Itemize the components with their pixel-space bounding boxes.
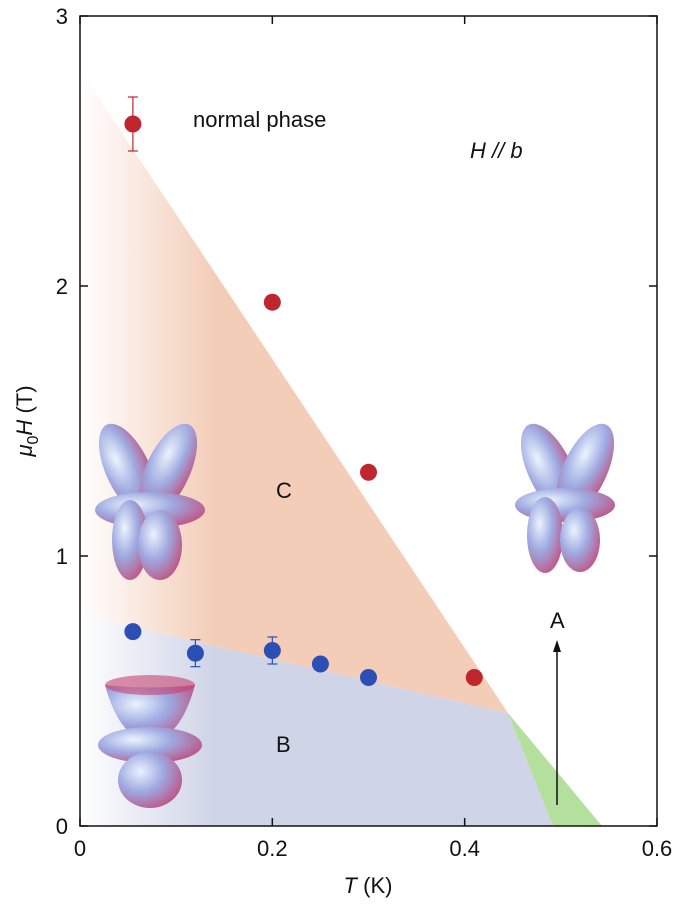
y-label-sub: 0 — [25, 435, 42, 444]
annotation: normal phase — [193, 107, 326, 132]
data-point — [186, 644, 204, 662]
data-point — [360, 669, 377, 686]
data-point — [263, 293, 281, 311]
region-label: B — [276, 732, 291, 757]
x-axis-label: T (K) — [344, 873, 393, 898]
x-label-unit: (K) — [357, 873, 392, 898]
x-label-symbol: T — [344, 873, 359, 898]
region-label: C — [276, 478, 292, 503]
plot-frame — [79, 15, 658, 827]
y-label-mu: μ — [12, 444, 37, 457]
data-point — [124, 623, 142, 641]
x-tick-label: 0.4 — [449, 836, 480, 861]
x-tick-label: 0.6 — [642, 836, 673, 861]
arrow-head — [553, 640, 561, 652]
y-label-h: H — [12, 420, 37, 436]
region-label: A — [550, 608, 565, 633]
data-point — [311, 655, 329, 673]
x-tick-label: 0.2 — [257, 836, 288, 861]
data-point — [263, 642, 281, 659]
data-point — [360, 463, 377, 481]
y-axis-label: μ0H (T) — [12, 385, 42, 457]
y-tick-label: 2 — [56, 274, 68, 299]
y-tick-label: 1 — [56, 544, 68, 569]
data-point — [465, 669, 483, 686]
order-parameter-icon — [95, 423, 615, 808]
y-tick-label: 0 — [56, 814, 68, 839]
annotation: H // b — [470, 138, 523, 163]
phase-a-region — [508, 713, 602, 826]
x-tick-label: 0 — [74, 836, 86, 861]
y-tick-label: 3 — [56, 4, 68, 29]
data-point — [124, 115, 142, 133]
y-label-unit: (T) — [12, 385, 37, 419]
